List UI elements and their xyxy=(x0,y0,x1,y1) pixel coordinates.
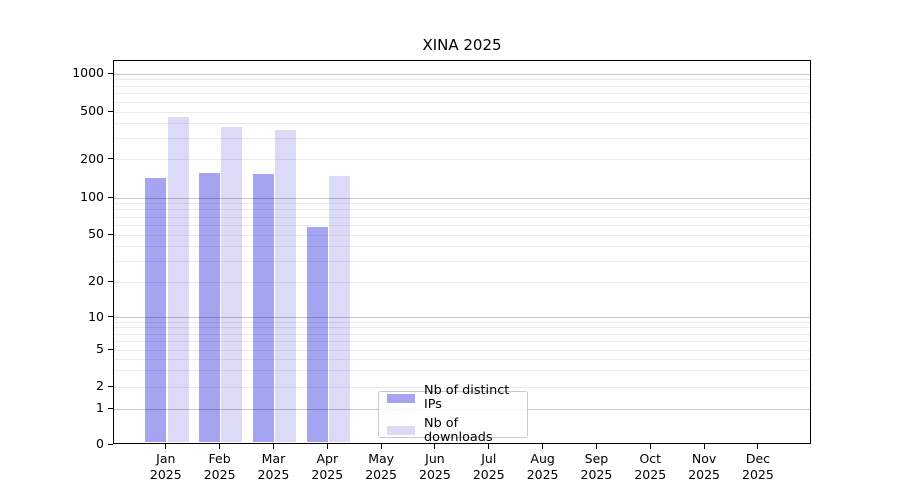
gridline-minor xyxy=(114,358,810,360)
y-tick-mark xyxy=(108,196,113,198)
gridline-minor xyxy=(114,203,810,205)
gridline-major xyxy=(114,317,810,318)
x-tick-label-jul: Jul 2025 xyxy=(472,451,505,482)
gridline-minor xyxy=(114,123,810,125)
gridline-minor xyxy=(114,327,810,329)
y-tick-mark xyxy=(108,233,113,235)
y-tick-label: 5 xyxy=(96,340,104,356)
gridline-minor xyxy=(114,234,810,236)
y-tick-label: 50 xyxy=(88,225,104,241)
x-tick-mark xyxy=(219,444,221,449)
bar-distinct-ips-mar xyxy=(252,173,274,442)
x-tick-mark xyxy=(380,444,382,449)
y-tick-label: 200 xyxy=(80,150,104,166)
y-tick-label: 500 xyxy=(80,102,104,118)
x-tick-label-jun: Jun 2025 xyxy=(419,451,451,482)
y-tick-mark xyxy=(108,443,113,445)
bar-distinct-ips-jan xyxy=(145,178,167,442)
gridline-minor xyxy=(114,101,810,103)
y-tick-label: 1 xyxy=(96,399,104,415)
y-tick-mark xyxy=(108,158,113,159)
legend-item: Nb of distinct IPs xyxy=(387,384,519,412)
gridline-minor xyxy=(114,85,810,87)
plot-area xyxy=(113,60,811,444)
gridline-minor xyxy=(114,216,810,218)
gridline-minor xyxy=(114,111,810,113)
legend-label: Nb of distinct IPs xyxy=(424,383,510,413)
bar-downloads-apr xyxy=(328,176,350,442)
gridline-minor xyxy=(114,386,810,388)
gridline-minor xyxy=(114,260,810,262)
x-tick-mark xyxy=(434,444,436,449)
bar-downloads-feb xyxy=(221,127,243,442)
gridline-minor xyxy=(114,159,810,160)
y-tick-label: 20 xyxy=(88,272,104,288)
y-tick-label: 10 xyxy=(88,308,104,324)
gridline-minor xyxy=(114,340,810,342)
bar-distinct-ips-feb xyxy=(198,172,220,442)
gridline-minor xyxy=(114,281,810,283)
gridline-major xyxy=(114,197,810,199)
x-tick-mark xyxy=(542,444,544,449)
gridline-minor xyxy=(114,79,810,81)
legend-swatch-downloads xyxy=(387,426,415,436)
gridline-minor xyxy=(114,93,810,95)
x-tick-mark xyxy=(757,444,759,449)
x-tick-label-jan: Jan 2025 xyxy=(149,451,182,482)
gridline-major xyxy=(114,73,810,75)
legend-swatch-distinct-ips xyxy=(387,393,415,403)
y-tick-label: 2 xyxy=(96,377,104,393)
x-tick-label-apr: Apr 2025 xyxy=(311,451,344,482)
x-tick-mark xyxy=(649,444,651,449)
bar-distinct-ips-apr xyxy=(306,227,328,442)
legend-item: Nb of downloads xyxy=(387,415,519,445)
x-tick-mark xyxy=(272,444,274,449)
x-tick-label-may: May 2025 xyxy=(365,451,398,482)
chart-title: XINA 2025 xyxy=(422,36,502,54)
gridline-minor xyxy=(114,321,810,323)
x-tick-label-oct: Oct 2025 xyxy=(634,451,667,482)
y-tick-mark xyxy=(108,110,113,112)
y-tick-mark xyxy=(108,280,113,282)
x-tick-label-sep: Sep 2025 xyxy=(580,451,613,482)
gridline-minor xyxy=(114,209,810,211)
x-tick-mark xyxy=(165,444,167,449)
x-tick-label-feb: Feb 2025 xyxy=(203,451,236,482)
x-tick-mark xyxy=(703,444,705,449)
gridline-minor xyxy=(114,333,810,335)
bar-downloads-jan xyxy=(167,117,189,442)
x-tick-label-mar: Mar 2025 xyxy=(257,451,290,482)
y-tick-mark xyxy=(108,316,113,317)
gridline-minor xyxy=(114,137,810,139)
x-tick-mark xyxy=(595,444,597,449)
y-tick-label: 0 xyxy=(96,435,104,451)
x-tick-label-dec: Dec 2025 xyxy=(742,451,774,482)
x-tick-label-aug: Aug 2025 xyxy=(526,451,559,482)
y-tick-mark xyxy=(108,407,113,409)
bar-downloads-mar xyxy=(275,130,297,442)
gridline-minor xyxy=(114,245,810,247)
y-tick-mark xyxy=(108,72,113,74)
y-tick-mark xyxy=(108,348,113,350)
x-tick-mark xyxy=(488,444,490,449)
gridline-minor xyxy=(114,224,810,226)
y-tick-label: 1000 xyxy=(72,64,104,80)
legend-label: Nb of downloads xyxy=(424,415,493,445)
y-tick-mark xyxy=(108,385,113,387)
x-tick-mark xyxy=(326,444,328,449)
x-tick-label-nov: Nov 2025 xyxy=(688,451,720,482)
legend: Nb of distinct IPs Nb of downloads xyxy=(378,384,528,444)
gridline-minor xyxy=(114,370,810,372)
gridline-minor xyxy=(114,349,810,351)
y-tick-label: 100 xyxy=(80,188,104,204)
